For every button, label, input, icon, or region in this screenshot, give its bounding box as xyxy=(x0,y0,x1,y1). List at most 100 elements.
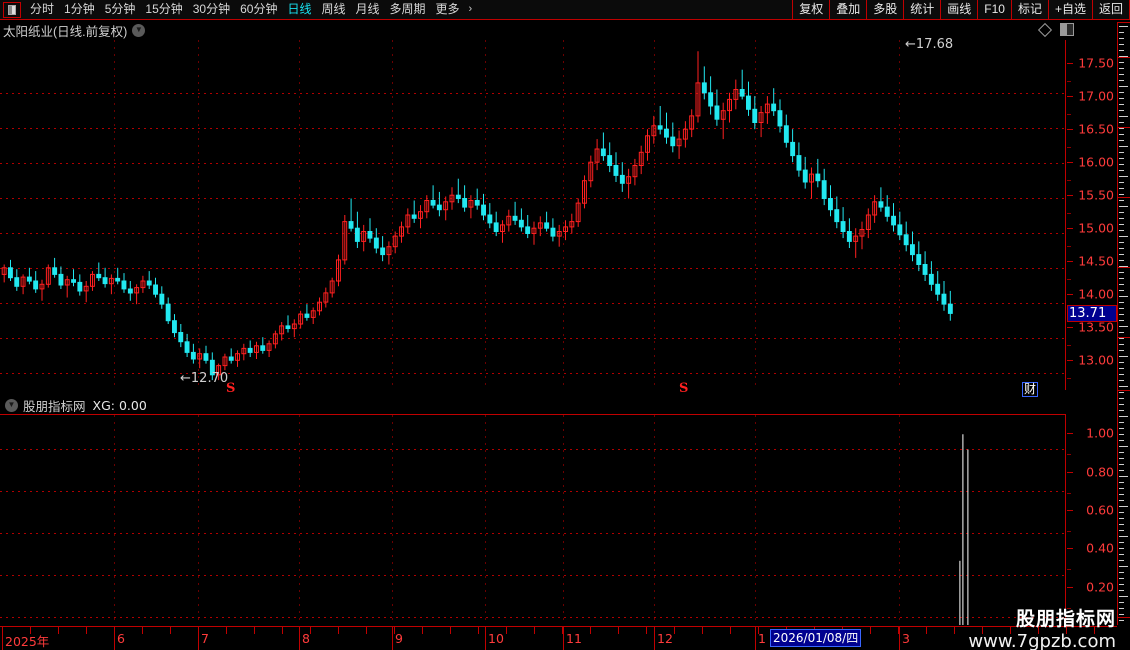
btn-add-favorite[interactable]: +自选 xyxy=(1047,0,1093,20)
axis-tick xyxy=(1067,261,1073,263)
period-weekly[interactable]: 周线 xyxy=(321,2,346,16)
finance-marker[interactable]: 财 xyxy=(1022,382,1039,397)
scale-tick xyxy=(1119,296,1128,297)
scale-tick xyxy=(1119,50,1124,51)
scale-tick xyxy=(1119,92,1124,93)
scale-tick xyxy=(1119,116,1128,117)
period-daily[interactable]: 日线 xyxy=(287,2,312,16)
right-scale-strip[interactable] xyxy=(1117,22,1130,625)
scale-tick xyxy=(1119,320,1124,321)
scale-tick xyxy=(1119,26,1128,27)
chevron-down-icon[interactable]: ▼ xyxy=(5,398,18,412)
period-60min[interactable]: 60分钟 xyxy=(240,2,278,16)
scale-tick xyxy=(1119,188,1124,189)
scale-divider xyxy=(1118,337,1130,338)
gridline xyxy=(0,198,1065,199)
vgridline xyxy=(654,40,655,390)
scale-tick xyxy=(1119,170,1124,171)
axis-tick xyxy=(1067,586,1073,588)
date-tick xyxy=(392,627,393,650)
date-axis-label: 10 xyxy=(488,631,504,646)
gridline xyxy=(0,128,1065,129)
split-panel-icon[interactable] xyxy=(1060,23,1074,36)
date-minor-tick xyxy=(1010,627,1011,634)
scale-tick xyxy=(1119,44,1124,45)
date-tick xyxy=(899,627,900,650)
scale-tick xyxy=(1119,218,1124,219)
scale-tick xyxy=(1119,416,1128,417)
btn-return[interactable]: 返回 xyxy=(1091,0,1130,20)
panel-toggle-icon[interactable] xyxy=(3,1,21,18)
date-tick xyxy=(755,627,756,650)
diamond-icon[interactable] xyxy=(1037,22,1053,37)
chevron-right-icon[interactable]: › xyxy=(468,3,473,15)
btn-diejia[interactable]: 叠加 xyxy=(829,0,868,20)
date-axis[interactable]: 2025年 6 7 8 9 10 11 12 1 3 2026/01/08/四 xyxy=(0,626,1117,650)
btn-tongji[interactable]: 统计 xyxy=(903,0,942,20)
period-more[interactable]: 更多 xyxy=(435,2,460,16)
indicator-header: ▼ 股朋指标网 XG: 0.00 xyxy=(0,396,1066,414)
date-axis-label: 1 xyxy=(758,631,766,646)
axis-tick xyxy=(1067,162,1073,164)
scale-tick xyxy=(1119,518,1124,519)
date-tick xyxy=(563,627,564,650)
scale-tick xyxy=(1119,344,1124,345)
price-axis: 17.50 17.00 16.50 16.00 15.50 15.00 14.50 14.00… xyxy=(1067,40,1117,390)
scale-tick xyxy=(1119,542,1124,543)
vgridline xyxy=(654,415,655,625)
axis-minor-tick xyxy=(1067,212,1071,214)
price-axis-label: 17.50 xyxy=(1078,55,1114,71)
period-30min[interactable]: 30分钟 xyxy=(192,2,231,16)
axis-tick xyxy=(1067,548,1073,550)
axis-tick xyxy=(1067,433,1073,435)
gridline xyxy=(0,491,1065,492)
btn-fuquan[interactable]: 复权 xyxy=(792,0,831,20)
axis-tick xyxy=(1067,96,1073,98)
btn-duogu[interactable]: 多股 xyxy=(866,0,905,20)
scale-tick xyxy=(1119,56,1128,57)
btn-huaxian[interactable]: 画线 xyxy=(940,0,979,20)
period-multi[interactable]: 多周期 xyxy=(389,2,426,16)
scale-tick xyxy=(1119,398,1124,399)
price-chart-pane[interactable] xyxy=(0,40,1066,390)
btn-biaoji[interactable]: 标记 xyxy=(1010,0,1049,20)
scale-tick xyxy=(1119,530,1124,531)
period-15min[interactable]: 15分钟 xyxy=(145,2,183,16)
date-minor-tick xyxy=(646,627,647,634)
date-minor-tick xyxy=(926,627,927,634)
price-axis-label: 14.00 xyxy=(1078,286,1114,302)
date-minor-tick xyxy=(674,627,675,634)
date-minor-tick xyxy=(898,627,899,634)
vgridline xyxy=(755,415,756,625)
period-fenshi[interactable]: 分时 xyxy=(30,2,55,16)
date-minor-tick xyxy=(562,627,563,634)
sell-marker[interactable]: S xyxy=(226,381,236,396)
date-minor-tick xyxy=(422,627,423,634)
scale-tick xyxy=(1119,266,1128,267)
date-minor-tick xyxy=(618,627,619,634)
scale-tick xyxy=(1119,80,1124,81)
date-minor-tick xyxy=(870,627,871,634)
scale-tick xyxy=(1119,584,1124,585)
indicator-chart-pane[interactable] xyxy=(0,414,1066,625)
scale-tick xyxy=(1119,548,1124,549)
scale-tick xyxy=(1119,602,1124,603)
period-1min[interactable]: 1分钟 xyxy=(64,2,95,16)
scale-tick xyxy=(1119,446,1128,447)
period-5min[interactable]: 5分钟 xyxy=(104,2,136,16)
indicator-name: 股朋指标网 xyxy=(23,399,86,414)
scale-tick xyxy=(1119,470,1124,471)
scale-tick xyxy=(1119,566,1128,567)
scale-tick xyxy=(1119,110,1124,111)
scale-tick xyxy=(1119,38,1124,39)
scale-tick xyxy=(1119,302,1124,303)
sell-marker[interactable]: S xyxy=(679,381,689,396)
btn-f10[interactable]: F10 xyxy=(977,0,1012,20)
candlestick-series xyxy=(1,51,953,381)
axis-tick xyxy=(1067,471,1073,473)
date-minor-tick xyxy=(954,627,955,634)
period-monthly[interactable]: 月线 xyxy=(355,2,380,16)
chevron-down-icon[interactable]: ▼ xyxy=(132,23,146,37)
scale-tick xyxy=(1119,350,1124,351)
date-minor-tick xyxy=(1066,627,1067,634)
